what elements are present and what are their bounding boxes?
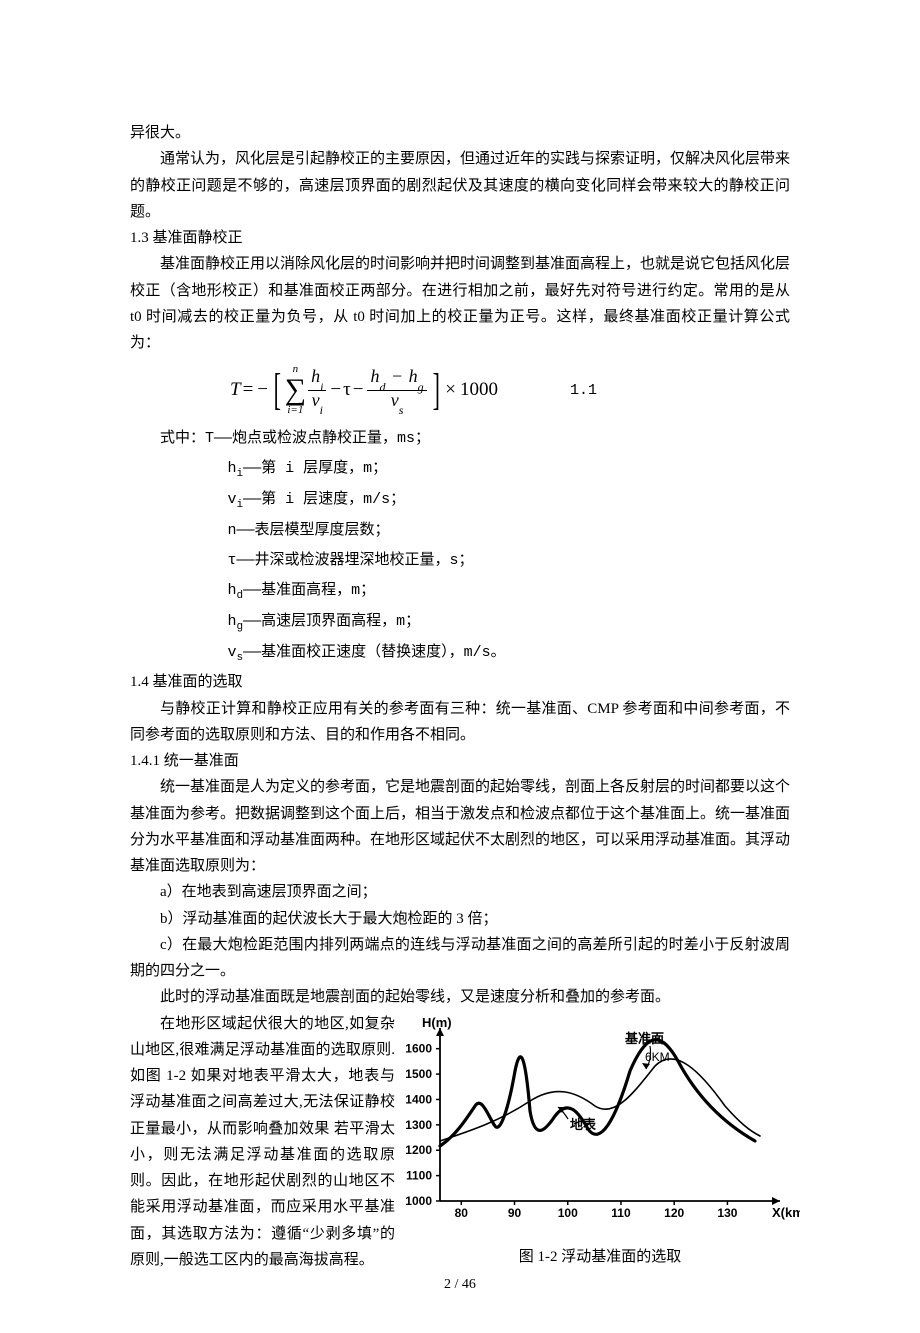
sum-lower-limit: i=1	[287, 405, 303, 416]
page-footer: 2 / 46	[0, 1277, 920, 1293]
figure-caption: 图 1-2 浮动基准面的选取	[400, 1245, 800, 1266]
paragraph: 基准面静校正用以消除风化层的时间影响并把时间调整到基准面高程上，也就是说它包括风…	[130, 251, 790, 356]
summation-icon: n ∑ i=1	[285, 364, 306, 416]
paragraph-continuation: 异很大。	[130, 120, 790, 146]
def-T: 式中：T——炮点或检波点静校正量，ms；	[160, 424, 790, 454]
svg-text:1100: 1100	[406, 1168, 432, 1182]
equals-sign: =	[241, 379, 256, 401]
section-heading-1-4-1: 1.4.1 统一基准面	[130, 748, 790, 774]
tau-symbol: τ	[343, 379, 351, 401]
svg-text:130: 130	[717, 1206, 737, 1220]
constant-1000: 1000	[458, 379, 500, 401]
svg-text:1300: 1300	[405, 1117, 432, 1131]
def-hg: hg——高速层顶界面高程，m；	[228, 607, 791, 638]
formula-1-1: T = − [ n ∑ i=1 hi vi − τ −	[230, 364, 500, 416]
list-item-a: a）在地表到高速层顶界面之间；	[130, 879, 790, 905]
section-heading-1-4: 1.4 基准面的选取	[130, 669, 790, 695]
left-bracket-icon: [	[274, 368, 281, 412]
fraction-hd-hg-vs: hd − hg vs	[365, 367, 428, 414]
svg-text:6KM: 6KM	[645, 1050, 670, 1064]
def-tau: τ——井深或检波器埋深地校正量，s；	[228, 546, 791, 576]
times-sign: ×	[443, 379, 458, 401]
svg-text:1000: 1000	[405, 1194, 432, 1208]
paragraph-wrapped: 在地形区域起伏很大的地区,如复杂山地区,很难满足浮动基准面的选取原则.如图 1-…	[130, 1011, 395, 1274]
svg-text:1600: 1600	[405, 1041, 432, 1055]
right-bracket-icon: ]	[432, 368, 439, 412]
svg-text:80: 80	[455, 1206, 469, 1220]
section-heading-1-3: 1.3 基准面静校正	[130, 225, 790, 251]
svg-text:120: 120	[664, 1206, 684, 1220]
minus-sign: −	[328, 379, 343, 401]
svg-text:110: 110	[611, 1206, 631, 1220]
figure-1-2: 1600 1500 1400 1300 1200 1100 1000 80 90 100 110 12…	[400, 1011, 800, 1266]
formula-row: T = − [ n ∑ i=1 hi vi − τ −	[130, 364, 790, 416]
svg-text:1200: 1200	[405, 1143, 432, 1157]
paragraph: 与静校正计算和静校正应用有关的参考面有三种：统一基准面、CMP 参考面和中间参考…	[130, 696, 790, 749]
def-hd: hd——基准面高程，m；	[228, 576, 791, 607]
svg-text:1400: 1400	[405, 1092, 432, 1106]
paragraph: 通常认为，风化层是引起静校正的主要原因，但通过近年的实践与探索证明，仅解决风化层…	[130, 146, 790, 225]
def-hi: hi——第 i 层厚度，m；	[228, 454, 791, 485]
svg-text:100: 100	[558, 1206, 578, 1220]
paragraph: 统一基准面是人为定义的参考面，它是地震剖面的起始零线，剖面上各反射层的时间都要以…	[130, 774, 790, 879]
symbol-definitions: 式中：T——炮点或检波点静校正量，ms； hi——第 i 层厚度，m； vi——…	[130, 424, 790, 669]
figure-svg: 1600 1500 1400 1300 1200 1100 1000 80 90 100 110 12…	[400, 1011, 800, 1236]
equation-number: 1.1	[570, 382, 597, 399]
def-vi: vi——第 i 层速度，m/s；	[228, 485, 791, 516]
svg-text:地表: 地表	[570, 1117, 597, 1132]
def-vs: vs——基准面校正速度（替换速度），m/s。	[228, 638, 791, 669]
wrapped-section: 在地形区域起伏很大的地区,如复杂山地区,很难满足浮动基准面的选取原则.如图 1-…	[130, 1011, 790, 1274]
list-item-c: c）在最大炮检距范围内排列两端点的连线与浮动基准面之间的高差所引起的时差小于反射…	[130, 932, 790, 985]
svg-text:X(km): X(km)	[772, 1205, 800, 1220]
list-item-b: b）浮动基准面的起伏波长大于最大炮检距的 3 倍；	[130, 906, 790, 932]
minus-sign: −	[255, 379, 270, 401]
svg-text:90: 90	[508, 1206, 522, 1220]
svg-text:1500: 1500	[405, 1067, 432, 1081]
paragraph: 此时的浮动基准面既是地震剖面的起始零线，又是速度分析和叠加的参考面。	[130, 984, 790, 1010]
def-n: n——表层模型厚度层数；	[228, 516, 791, 546]
formula-T: T	[230, 379, 241, 401]
svg-text:H(m): H(m)	[422, 1015, 452, 1030]
svg-text:基准面: 基准面	[624, 1031, 664, 1046]
fraction-hi-vi: hi vi	[306, 367, 328, 414]
minus-sign: −	[351, 379, 366, 401]
